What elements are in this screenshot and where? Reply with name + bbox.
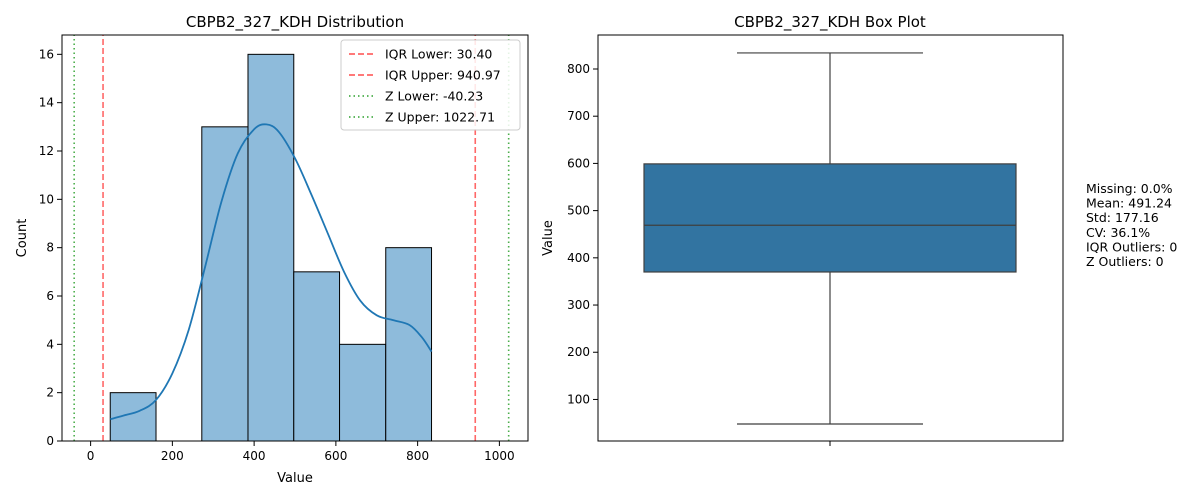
histogram-x-label: Value xyxy=(277,471,313,486)
boxplot-title: CBPB2_327_KDH Box Plot xyxy=(734,13,926,32)
stat-line: Mean: 491.24 xyxy=(1086,196,1172,211)
y-tick-label: 400 xyxy=(567,251,590,265)
x-tick-label: 400 xyxy=(243,449,266,463)
histogram-y-ticks: 0 2 4 6 8 10 12 14 16 xyxy=(39,47,62,448)
x-tick-label: 0 xyxy=(87,449,95,463)
histogram-legend: IQR Lower: 30.40 IQR Upper: 940.97 Z Lower… xyxy=(340,39,521,131)
boxplot-y-label: Value xyxy=(541,220,556,256)
stat-line: Std: 177.16 xyxy=(1086,210,1159,225)
y-tick-label: 4 xyxy=(46,337,54,351)
y-tick-label: 8 xyxy=(46,241,54,255)
stat-line: Z Outliers: 0 xyxy=(1086,254,1164,269)
y-tick-label: 12 xyxy=(39,144,54,158)
iqr-box xyxy=(643,163,1017,273)
y-tick-label: 14 xyxy=(39,96,54,110)
y-tick-label: 800 xyxy=(567,62,590,76)
histogram-bar xyxy=(201,126,249,442)
boxplot-shapes xyxy=(643,52,1017,425)
x-tick-label: 600 xyxy=(324,449,347,463)
y-tick-label: 600 xyxy=(567,156,590,170)
legend-label: Z Upper: 1022.71 xyxy=(385,110,495,125)
histogram-axes-frame xyxy=(61,34,529,442)
histogram-bar xyxy=(247,53,295,442)
boxplot-chart: CBPB2_327_KDH Box Plot 100 200 300 400 500 60… xyxy=(541,13,1064,446)
legend-label: IQR Lower: 30.40 xyxy=(385,47,492,62)
histogram-x-ticks: 0 200 400 600 800 1000 xyxy=(87,441,515,463)
y-tick-label: 100 xyxy=(567,392,590,406)
y-tick-label: 700 xyxy=(567,109,590,123)
histogram-bars xyxy=(109,53,433,442)
x-tick-label: 200 xyxy=(161,449,184,463)
histogram-bar xyxy=(385,247,433,442)
y-tick-label: 500 xyxy=(567,204,590,218)
y-tick-label: 300 xyxy=(567,298,590,312)
kde-curve xyxy=(109,123,433,421)
legend-label: IQR Upper: 940.97 xyxy=(385,68,501,83)
boxplot-y-ticks: 100 200 300 400 500 600 700 800 xyxy=(567,62,598,406)
y-tick-label: 16 xyxy=(39,47,54,61)
histogram-bar xyxy=(293,271,341,442)
legend-label: Z Lower: -40.23 xyxy=(385,89,483,104)
histogram-y-label: Count xyxy=(15,219,30,258)
stat-line: IQR Outliers: 0 xyxy=(1086,239,1177,254)
stat-line: Missing: 0.0% xyxy=(1086,181,1173,196)
y-tick-label: 2 xyxy=(46,386,54,400)
histogram-title: CBPB2_327_KDH Distribution xyxy=(186,13,404,32)
stat-line: CV: 36.1% xyxy=(1086,225,1150,240)
x-tick-label: 800 xyxy=(406,449,429,463)
legend-box xyxy=(340,39,521,131)
y-tick-label: 10 xyxy=(39,192,54,206)
histogram-chart: CBPB2_327_KDH Distribution 0 2 4 6 8 10 12 14 16… xyxy=(15,13,529,486)
y-tick-label: 6 xyxy=(46,289,54,303)
histogram-bar xyxy=(339,343,387,442)
x-tick-label: 1000 xyxy=(484,449,515,463)
y-tick-label: 200 xyxy=(567,345,590,359)
y-tick-label: 0 xyxy=(46,434,54,448)
